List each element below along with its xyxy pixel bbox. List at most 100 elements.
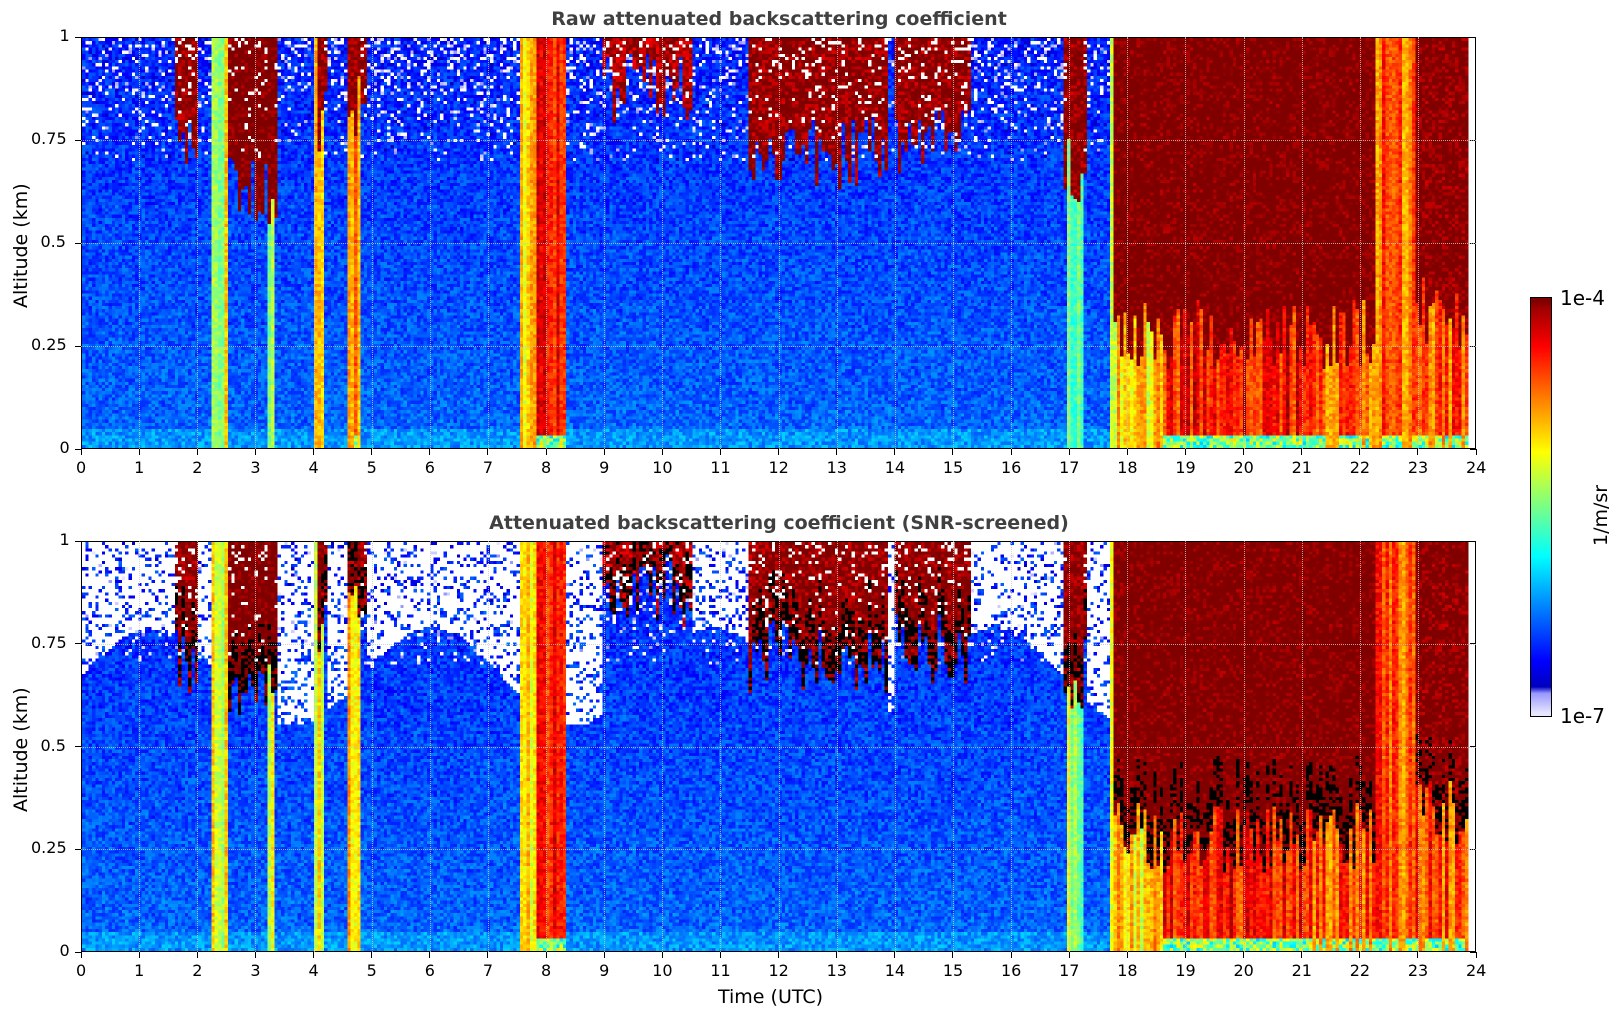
x-tick-label-screened: 7 [482,961,494,980]
x-tick-raw [545,449,547,455]
x-tick-screened [1010,952,1012,958]
x-tick-raw [1184,449,1186,455]
x-tick-screened [603,952,605,958]
x-tick-label-raw: 6 [424,458,435,477]
x-tick-label-screened: 18 [1117,961,1138,980]
x-tick-raw [1359,449,1361,455]
y-gridline-screened [81,746,1476,748]
y-tick-label-screened: 0.25 [31,838,67,858]
y-gridline-raw [81,140,1476,141]
x-tick-label-screened: 17 [1059,961,1080,980]
x-tick-screened [1475,952,1477,958]
y-tick-right-screened [1470,540,1476,542]
x-tick-label-raw: 3 [250,458,261,477]
x-tick-screened [719,952,721,958]
x-tick-screened [313,952,314,958]
x-tick-raw [1068,449,1070,455]
y-gridline-screened [81,643,1476,645]
x-tick-raw [254,449,256,455]
x-tick-label-raw: 7 [482,458,494,477]
x-tick-label-screened: 4 [308,961,319,980]
x-tick-screened [545,952,547,958]
x-tick-label-screened: 9 [599,961,610,980]
x-tick-label-raw: 0 [76,458,87,477]
x-tick-label-raw: 14 [884,458,906,477]
colorbar-max-label: 1e-4 [1560,286,1605,310]
y-tick-right-screened [1470,951,1476,953]
x-tick-raw [371,449,373,455]
x-tick-label-raw: 8 [541,458,552,477]
x-tick-label-screened: 15 [942,961,964,980]
x-tick-raw [313,449,314,455]
x-tick-raw [661,449,663,455]
x-tick-label-screened: 2 [192,961,203,980]
y-tick-label-screened: 0.5 [40,735,66,755]
chart-title-raw: Raw attenuated backscattering coefficien… [551,8,1007,30]
x-tick-label-screened: 20 [1233,961,1254,980]
x-tick-raw [1243,449,1244,455]
x-tick-label-raw: 10 [652,458,673,477]
x-tick-raw [487,449,489,455]
y-tick-label-raw: 0 [59,438,70,457]
x-tick-label-raw: 12 [768,458,789,477]
y-tick-screened [75,540,81,542]
x-tick-raw [894,449,896,455]
x-tick-label-screened: 23 [1407,961,1429,980]
x-tick-label-screened: 24 [1466,961,1487,980]
y-tick-raw [75,242,81,244]
x-tick-label-raw: 2 [192,458,203,477]
x-tick-label-screened: 11 [710,961,731,980]
x-tick-screened [1126,952,1128,958]
x-tick-raw [1301,449,1303,455]
x-tick-screened [894,952,896,958]
y-tick-screened [75,848,81,850]
x-tick-label-raw: 23 [1407,458,1429,477]
x-tick-label-raw: 20 [1233,458,1254,477]
colorbar-gradient [1531,298,1551,716]
x-tick-label-raw: 5 [366,458,377,477]
y-tick-screened [75,746,81,747]
x-tick-screened [1184,952,1186,958]
x-tick-label-screened: 22 [1349,961,1371,980]
x-tick-screened [1301,952,1303,958]
x-tick-label-screened: 14 [884,961,906,980]
x-tick-raw [429,449,431,455]
y-tick-label-screened: 0.75 [31,632,67,652]
x-tick-label-raw: 22 [1349,458,1371,477]
y-tick-right-raw [1470,448,1476,450]
x-tick-screened [429,952,431,958]
y-axis-label-screened: Altitude (km) [10,687,32,812]
x-tick-label-raw: 19 [1175,458,1196,477]
x-tick-screened [487,952,489,958]
x-tick-label-raw: 21 [1291,458,1312,477]
x-tick-label-raw: 17 [1059,458,1080,477]
x-tick-screened [836,952,838,958]
x-tick-screened [1417,952,1419,958]
x-tick-screened [254,952,256,958]
x-tick-screened [371,952,373,958]
x-tick-screened [778,952,779,958]
x-tick-screened [1243,952,1244,958]
y-tick-label-screened: 1 [59,530,70,549]
colorbar-units-label: 1/m/sr [1590,484,1612,546]
x-tick-label-screened: 21 [1291,961,1312,980]
x-tick-screened [661,952,663,958]
colorbar-min-label: 1e-7 [1560,704,1605,728]
x-tick-label-raw: 18 [1117,458,1138,477]
x-tick-label-screened: 10 [652,961,673,980]
y-tick-label-raw: 0.25 [31,335,67,354]
x-tick-screened [952,952,954,958]
y-tick-label-raw: 0.5 [40,232,66,251]
x-tick-label-raw: 24 [1466,458,1487,477]
y-gridline-raw [81,346,1476,347]
x-tick-raw [1475,449,1477,455]
y-tick-label-raw: 1 [59,26,70,45]
x-tick-label-raw: 9 [599,458,610,477]
x-tick-screened [80,952,82,958]
x-tick-raw [719,449,721,455]
y-axis-label-raw: Altitude (km) [10,183,32,308]
chart-title-screened: Attenuated backscattering coefficient (S… [489,512,1069,534]
colorbar [1530,297,1552,717]
x-tick-raw [196,449,198,455]
x-tick-label-raw: 15 [942,458,964,477]
